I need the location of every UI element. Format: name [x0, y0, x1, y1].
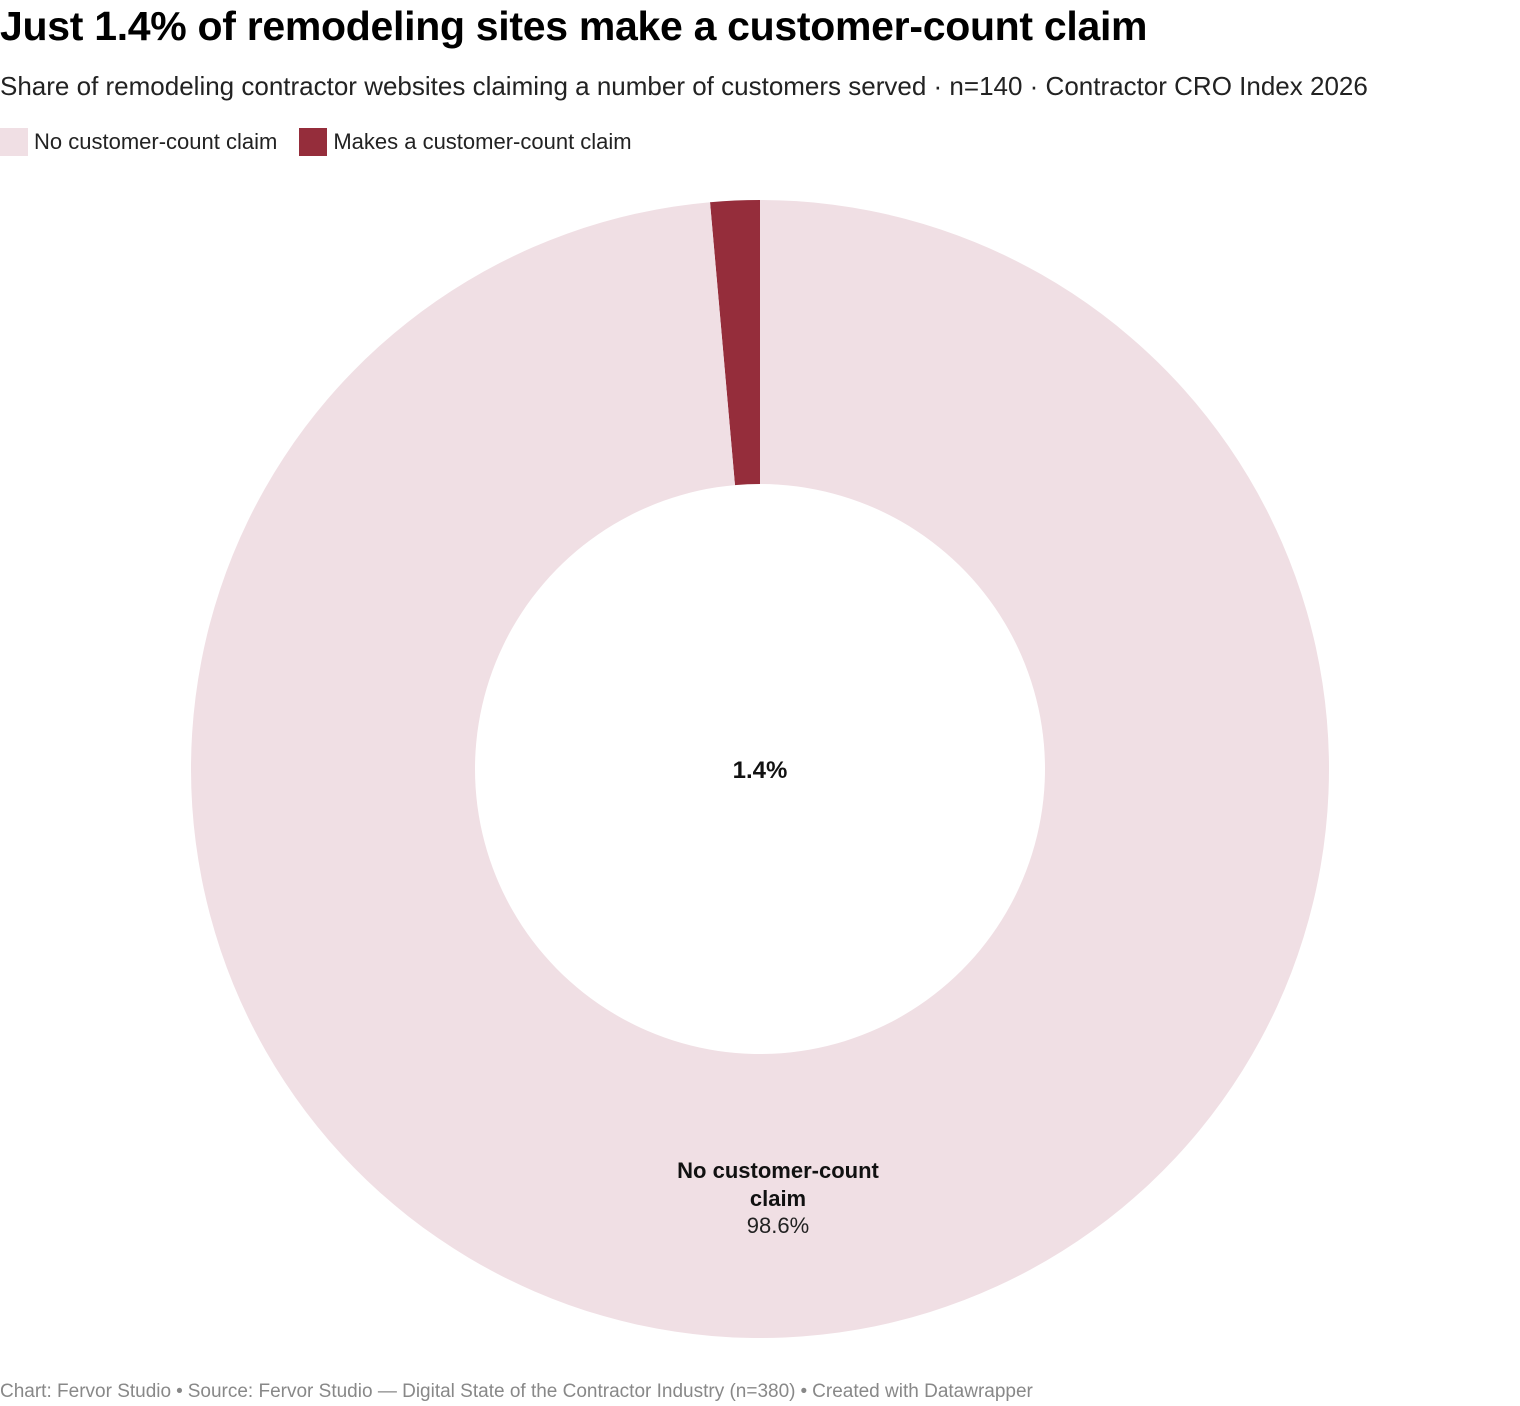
footer-separator: •	[800, 1381, 808, 1402]
legend-item-claim: Makes a customer-count claim	[299, 128, 632, 156]
slice-name-label: claim	[750, 1186, 806, 1211]
donut-slice-0[interactable]	[710, 200, 760, 486]
legend-label-claim: Makes a customer-count claim	[333, 129, 632, 154]
legend-swatch-claim	[299, 128, 328, 156]
chart-title: Just 1.4% of remodeling sites make a cus…	[0, 3, 1148, 49]
datawrapper-credit[interactable]: Created with Datawrapper	[812, 1381, 1033, 1402]
source-link[interactable]: Source: Fervor Studio — Digital State of…	[187, 1381, 796, 1402]
slice-value-label: 98.6%	[747, 1213, 809, 1238]
legend-item-no-claim: No customer-count claim	[0, 128, 277, 156]
slice-name-label: No customer-count	[677, 1158, 879, 1183]
legend: No customer-count claim Makes a customer…	[0, 128, 654, 156]
chart-credit: Chart: Fervor Studio	[0, 1381, 172, 1402]
footer: Chart: Fervor Studio • Source: Fervor Stud…	[0, 1380, 1033, 1404]
legend-swatch-no-claim	[0, 128, 28, 156]
center-value-label: 1.4%	[733, 757, 788, 784]
legend-label-no-claim: No customer-count claim	[34, 129, 278, 154]
donut-slice-1[interactable]	[190, 200, 1329, 1339]
footer-separator: •	[176, 1381, 183, 1402]
chart-subtitle: Share of remodeling contractor websites …	[0, 71, 1368, 101]
